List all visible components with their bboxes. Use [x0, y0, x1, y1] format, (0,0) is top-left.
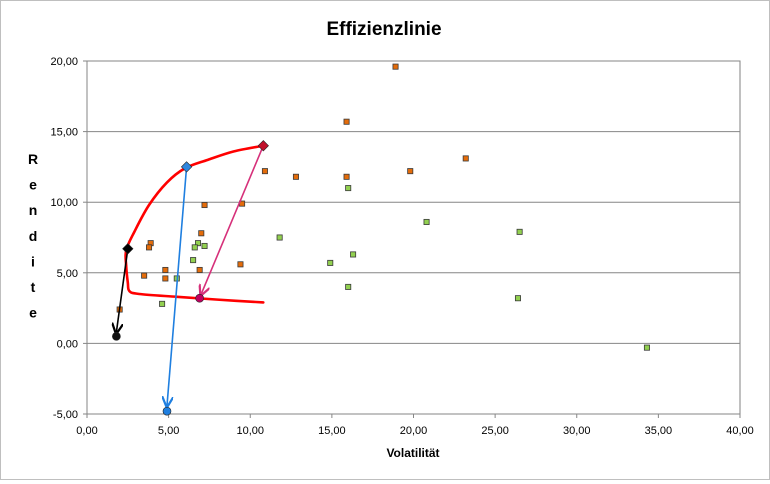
data-point-green — [514, 295, 521, 302]
y-tick-label: 20,00 — [50, 56, 78, 68]
y-axis-label-letter: i — [31, 253, 35, 269]
data-point-orange — [162, 266, 169, 273]
data-point-green — [350, 251, 357, 258]
data-point-orange — [237, 261, 244, 268]
axes — [86, 61, 740, 415]
data-point-orange — [292, 173, 299, 180]
data-point-green — [190, 257, 197, 264]
data-point-green — [191, 244, 198, 251]
y-axis-label-letter: d — [29, 228, 38, 244]
y-tick-label: 15,00 — [50, 127, 78, 139]
data-point-green — [345, 283, 352, 290]
chart-title: Effizienzlinie — [326, 19, 441, 40]
data-point-green — [195, 240, 202, 247]
data-point-orange — [392, 63, 399, 70]
data-point-green — [423, 218, 430, 225]
x-tick-label: 20,00 — [400, 425, 428, 437]
series-layer — [116, 63, 650, 351]
x-tick-label: 35,00 — [645, 425, 673, 437]
y-axis-label-letter: n — [29, 202, 38, 218]
data-point-orange — [141, 272, 148, 279]
data-point-green — [201, 242, 208, 249]
marker-dot-blue — [162, 406, 172, 416]
data-point-orange — [343, 173, 350, 180]
data-point-orange — [146, 244, 153, 251]
x-tick-label: 40,00 — [726, 425, 754, 437]
y-tick-label: -5,00 — [53, 409, 78, 421]
y-tick-label: 5,00 — [57, 268, 78, 280]
marker-diamond-blue — [180, 161, 193, 173]
data-point-green — [345, 185, 352, 192]
y-axis-label-letter: e — [29, 177, 37, 193]
y-axis-label-letter: t — [31, 279, 36, 295]
x-tick-label: 5,00 — [158, 425, 179, 437]
marker-diamond-black — [122, 243, 134, 255]
arrow-blue — [167, 166, 188, 406]
data-point-orange — [261, 168, 268, 175]
data-point-green — [276, 234, 283, 241]
special-marker-layer — [112, 140, 269, 416]
x-tick-label: 25,00 — [481, 425, 509, 437]
data-point-orange — [162, 275, 169, 282]
marker-diamond-red — [257, 140, 269, 152]
y-axis-label-letter: R — [28, 151, 38, 167]
x-tick-label: 0,00 — [76, 425, 97, 437]
data-point-green — [643, 344, 650, 351]
data-point-orange — [201, 202, 208, 209]
x-tick-label: 15,00 — [318, 425, 346, 437]
y-tick-label: 0,00 — [57, 338, 78, 350]
arrow-layer — [116, 145, 265, 406]
data-point-orange — [462, 155, 469, 162]
marker-dot-black — [112, 332, 121, 341]
data-point-green — [516, 228, 523, 235]
x-tick-labels: 0,00 5,00 10,00 15,00 20,00 25,00 30,00 35,00 40… — [76, 425, 753, 437]
plot-area — [86, 60, 741, 415]
marker-dot-pink — [195, 293, 204, 303]
arrow-black — [116, 248, 129, 332]
arrow-magenta — [201, 145, 265, 294]
data-point-orange — [343, 118, 350, 125]
x-tick-label: 30,00 — [563, 425, 591, 437]
data-point-orange — [196, 266, 203, 273]
data-point-green — [159, 300, 166, 307]
y-tick-label: 10,00 — [50, 197, 78, 209]
data-point-orange — [407, 168, 414, 175]
data-point-orange — [198, 230, 205, 237]
y-tick-labels: 20,00 15,00 10,00 5,00 0,00 -5,00 — [50, 56, 78, 421]
data-point-green — [327, 259, 334, 266]
x-axis-label: Volatilität — [386, 446, 439, 460]
y-axis-label-letter: e — [29, 305, 37, 321]
x-tick-label: 10,00 — [236, 425, 264, 437]
